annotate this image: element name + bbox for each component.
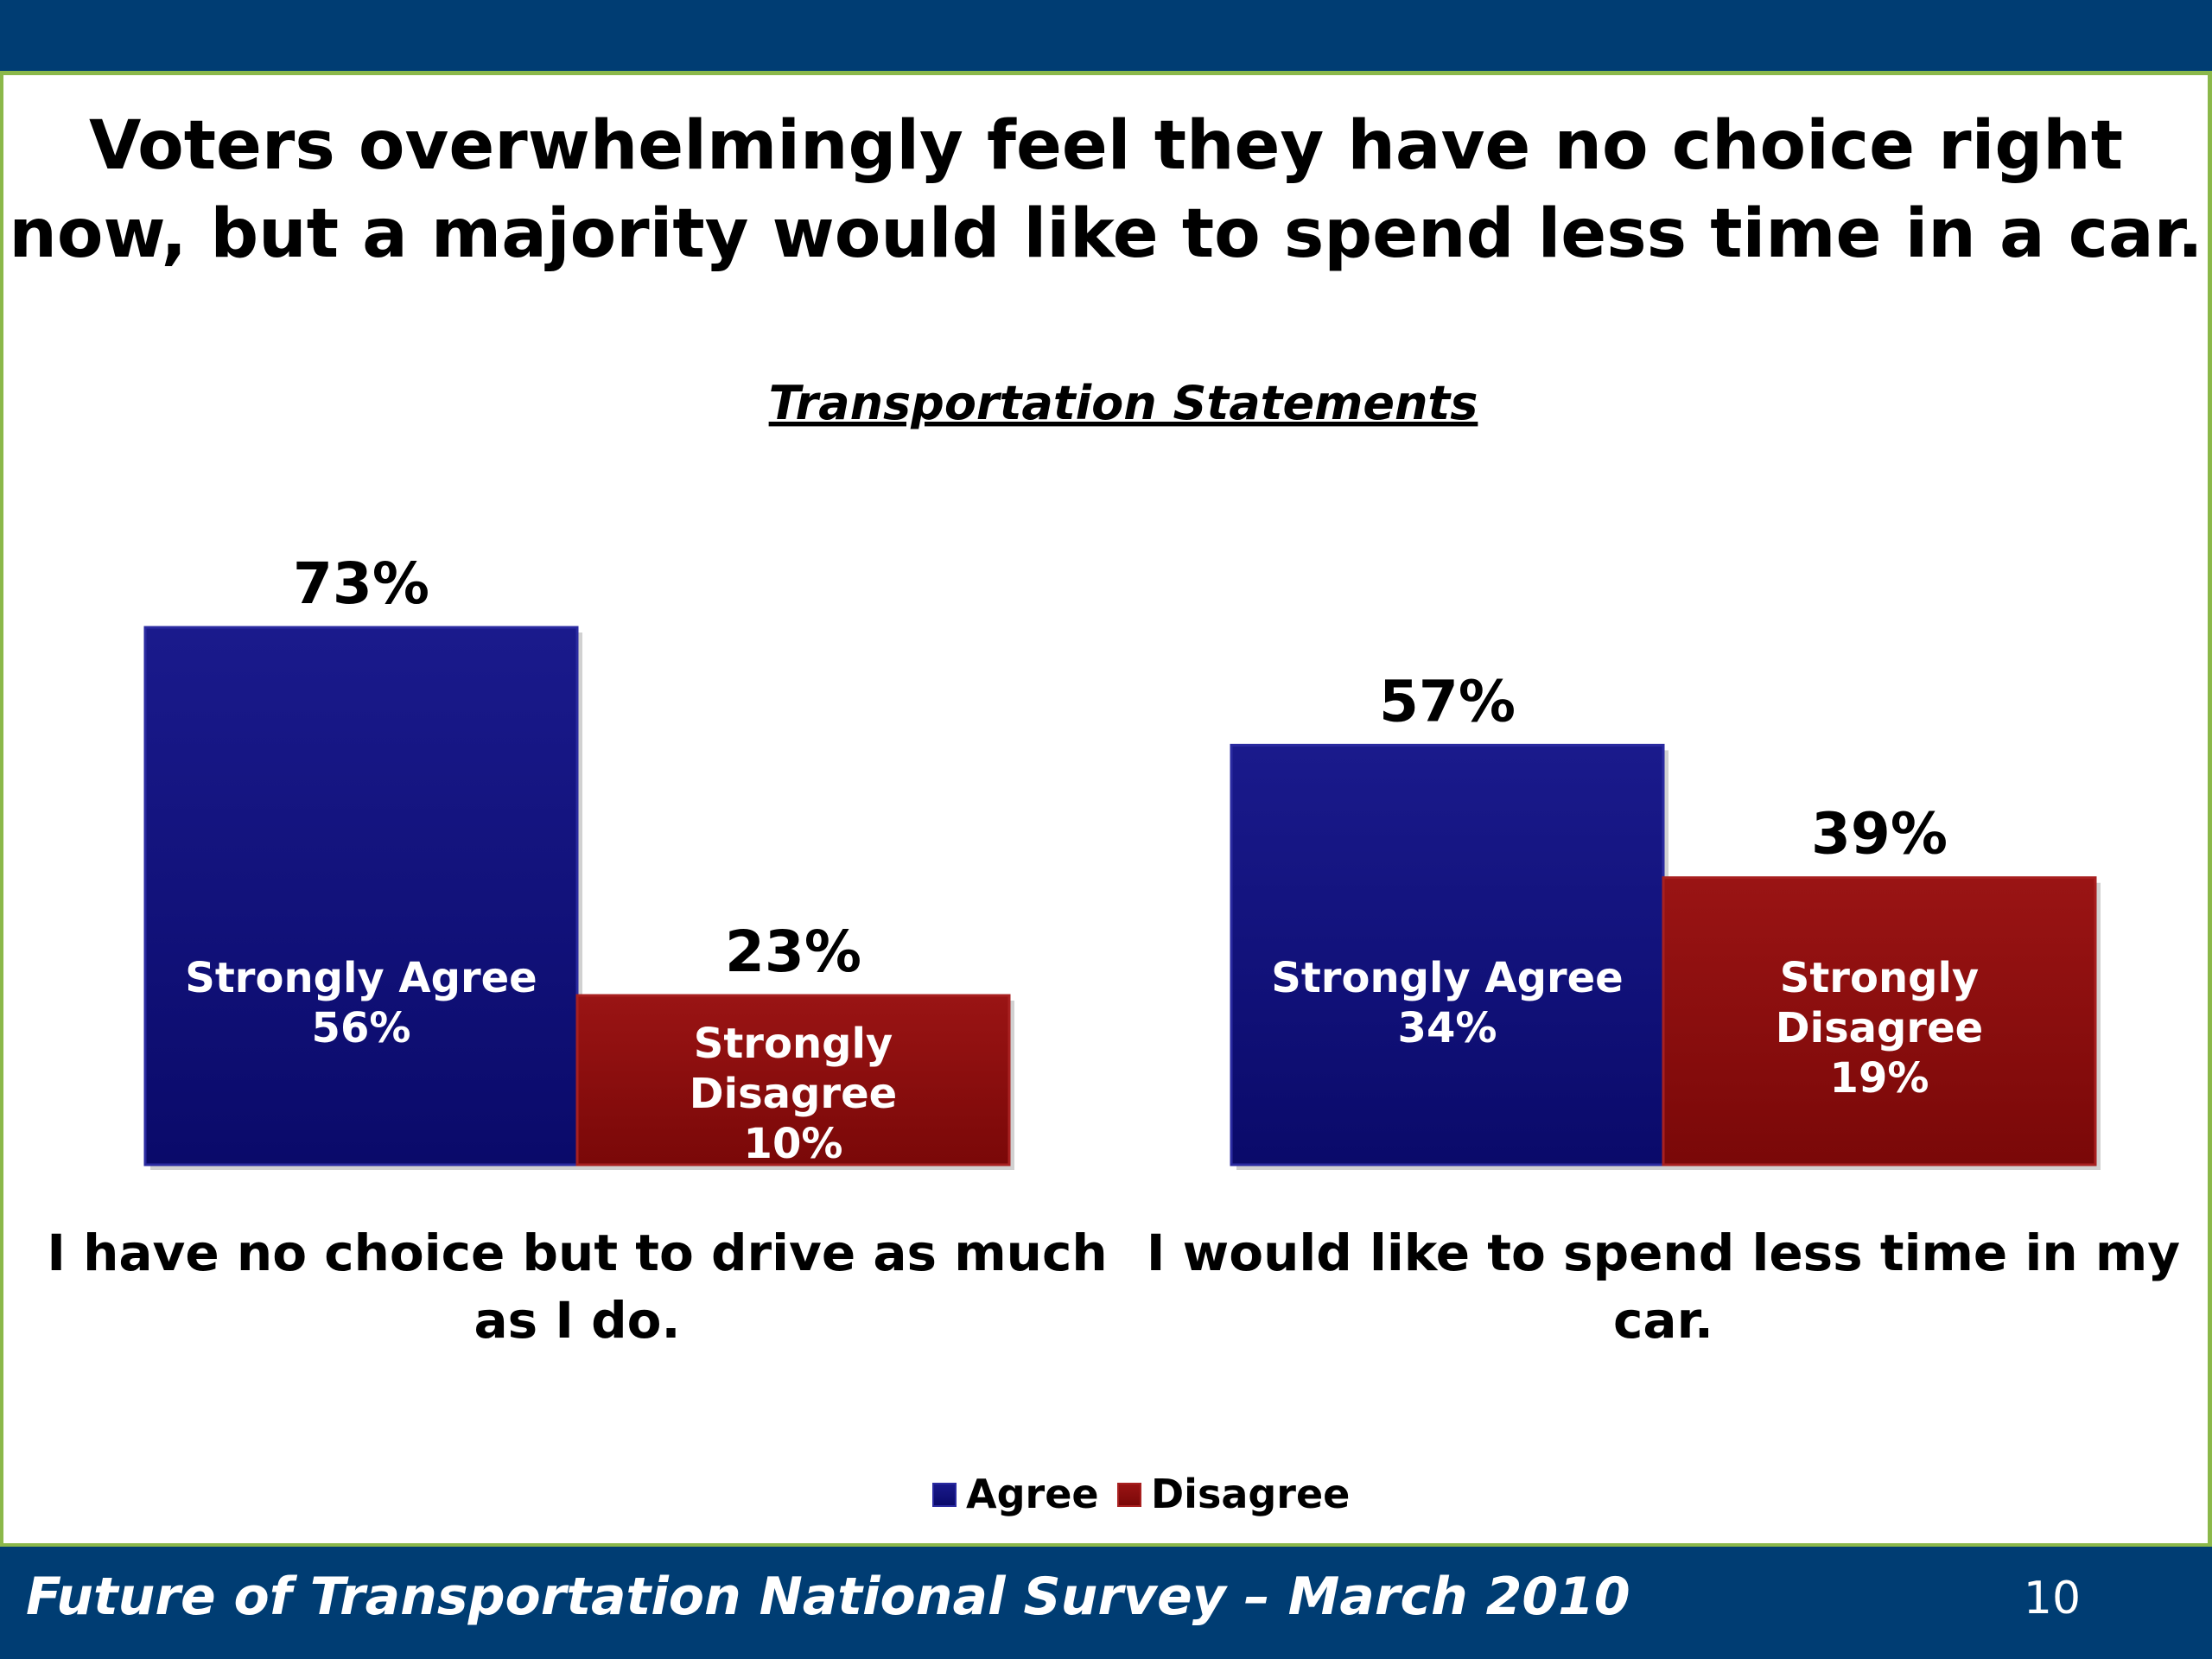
data-label-inner: 10%	[744, 1120, 843, 1168]
data-label-inner: Strongly	[1780, 954, 1979, 1002]
right-border	[2208, 71, 2212, 1547]
slide-title-line-2: now, but a majority would like to spend …	[9, 195, 2203, 273]
bar-agree	[143, 626, 579, 1166]
legend-label-disagree: Disagree	[1151, 1471, 1350, 1517]
data-label-inner: 19%	[1830, 1054, 1929, 1103]
legend-label-agree: Agree	[966, 1471, 1099, 1517]
legend-swatch-disagree	[1117, 1483, 1141, 1507]
left-border	[0, 71, 3, 1547]
page-number: 10	[2023, 1573, 2082, 1624]
data-label-inner: Disagree	[1776, 1004, 1983, 1052]
slide-title-line-1: Voters overwhelmingly feel they have no …	[89, 107, 2123, 185]
category-label: as I do.	[474, 1291, 680, 1350]
data-label-inner: Strongly Agree	[185, 954, 537, 1002]
data-label-inner: Disagree	[690, 1070, 897, 1118]
category-label: I have no choice but to drive as much	[47, 1224, 1107, 1282]
chart-title: Transportation Statements	[769, 376, 1478, 430]
legend-swatch-agree	[932, 1483, 957, 1507]
data-label-total: 23%	[725, 918, 861, 985]
header-accent-line	[0, 71, 2212, 75]
footer-bar	[0, 1547, 2212, 1659]
header-bar	[0, 0, 2212, 71]
bar-disagree	[1662, 876, 2097, 1166]
data-label-total: 39%	[1811, 801, 1948, 868]
data-label-total: 57%	[1379, 668, 1516, 734]
data-label-total: 73%	[293, 550, 429, 617]
bar-agree	[1230, 743, 1665, 1166]
data-label-inner: Strongly Agree	[1271, 954, 1623, 1002]
category-label: I would like to spend less time in my	[1147, 1224, 2180, 1282]
slide-title: Voters overwhelmingly feel they have no …	[0, 102, 2212, 278]
data-label-inner: Strongly	[694, 1020, 893, 1068]
bar-disagree	[575, 994, 1011, 1166]
data-label-inner: 34%	[1398, 1004, 1497, 1052]
footer-source: Future of Transportation National Survey…	[26, 1567, 1630, 1627]
data-label-inner: 56%	[312, 1004, 411, 1052]
category-label: car.	[1613, 1291, 1713, 1350]
footer-accent-line	[0, 1543, 2212, 1548]
